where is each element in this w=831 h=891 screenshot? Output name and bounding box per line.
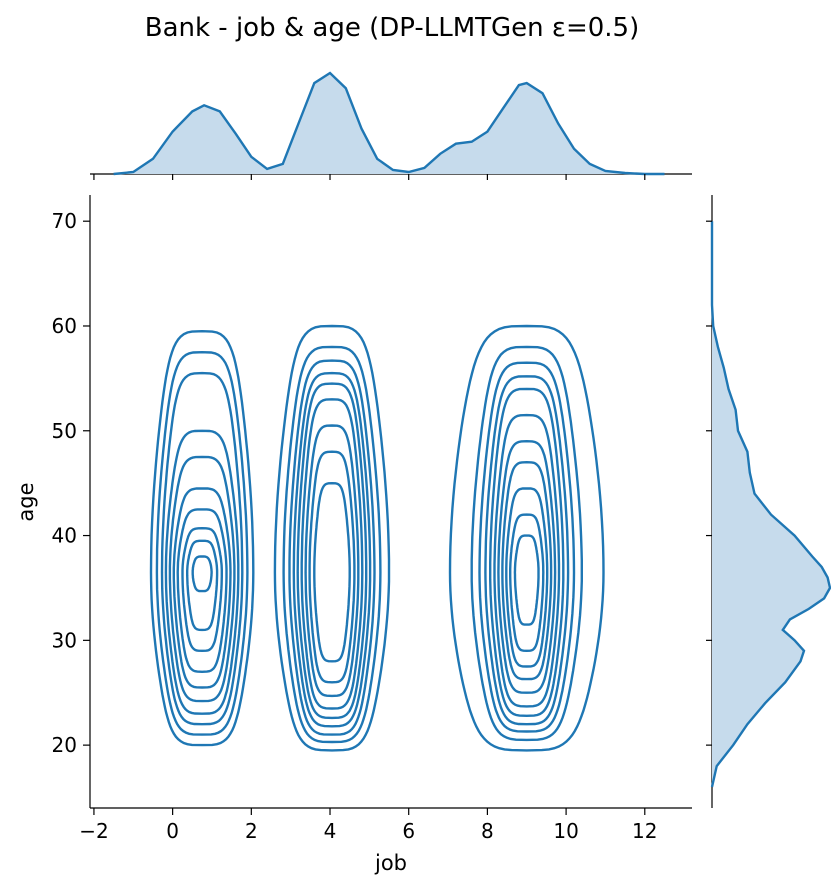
contour-line-c1-l3 [160,371,244,726]
contour-line-c3-l1 [448,324,605,752]
x-tick-label: 8 [481,819,494,843]
contour-line-c1-l4 [164,429,240,715]
contour-line-c2-l6 [300,398,364,710]
x-tick-label: −2 [79,819,108,843]
y-tick-label: 20 [52,733,77,757]
contour-lines [149,324,605,752]
x-tick-label: 4 [324,819,337,843]
marginal-y-fill [712,221,830,787]
x-tick-label: 6 [402,819,415,843]
contour-line-c2-l3 [288,359,376,736]
contour-line-c3-l6 [493,413,561,708]
contour-line-c3-l5 [489,387,565,718]
contour-line-c3-l2 [470,345,583,742]
contour-line-c3-l9 [505,487,549,668]
chart-title: Bank - job & age (DP-LLMTGen ε=0.5) [145,13,640,43]
marginal-x-density [90,71,692,176]
marginal-x-curve [113,71,665,176]
contour-line-c1-l9 [186,539,219,632]
contour-line-c1-l10 [191,555,213,593]
contour-line-c2-l9 [313,481,351,663]
contour-line-c3-l4 [484,375,570,726]
x-tick-label: 0 [166,819,179,843]
contour-line-c2-l7 [304,424,360,698]
y-tick-label: 30 [52,628,77,652]
y-tick-label: 60 [52,314,77,338]
x-tick-label: 10 [553,819,578,843]
marginal-y-curve [710,221,831,788]
contour-line-c3-l8 [501,460,553,681]
contour-line-c3-l11 [513,534,540,626]
contour-line-c2-l4 [292,371,372,728]
y-tick-label: 40 [52,524,77,548]
y-ticks: 20 30 40 50 60 70 [52,209,712,757]
y-axis-label: age [14,482,38,521]
contour-line-c1-l6 [172,487,232,689]
contour-line-c2-l5 [296,382,368,720]
marginal-x-fill [113,73,665,174]
x-ticks: −2 0 2 4 6 8 10 12 [79,174,658,843]
x-tick-label: 12 [632,819,657,843]
contour-line-c2-l2 [282,345,382,744]
marginal-y-density [710,195,831,808]
contour-line-c1-l8 [181,526,223,653]
contour-line-c2-l8 [308,450,356,684]
contour-line-c3-l10 [509,513,545,653]
contour-line-c1-l7 [176,508,228,674]
contour-line-c2-l1 [273,324,391,752]
contour-line-c1-l2 [155,350,249,736]
x-tick-label: 2 [245,819,258,843]
y-tick-label: 50 [52,419,77,443]
contour-line-c3-l3 [478,361,576,733]
joint-axes: −2 0 2 4 6 8 10 12 20 30 40 50 60 70 [52,174,712,843]
x-axis-label: job [374,851,407,875]
y-tick-label: 70 [52,209,77,233]
contour-line-c3-l7 [497,439,557,694]
contour-line-c1-l1 [149,329,255,747]
contour-line-c1-l5 [168,455,236,703]
